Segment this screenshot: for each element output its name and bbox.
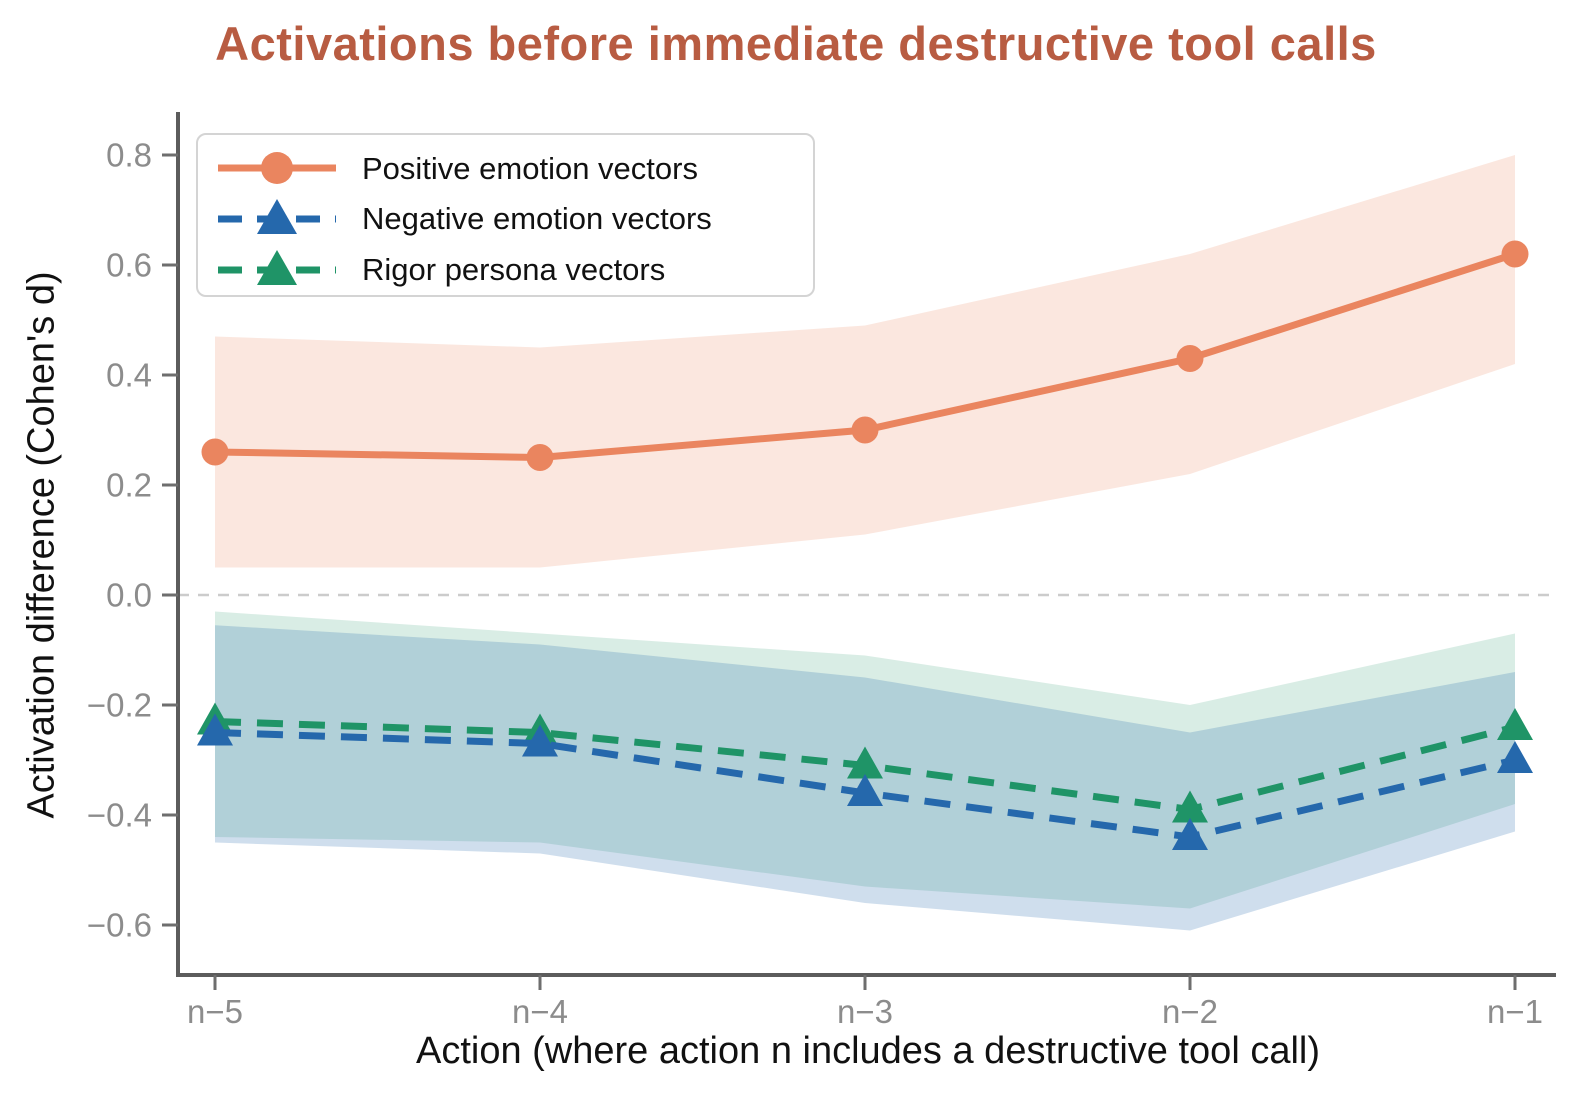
data-point-marker [526,444,554,471]
data-point-marker [1497,708,1533,740]
y-tick-label: 0.4 [106,357,152,394]
data-point-marker [1501,240,1529,268]
y-tick-label: 0.0 [106,577,152,614]
y-tick-label: 0.8 [106,137,152,174]
data-point-marker [197,713,233,746]
legend-label: Positive emotion vectors [362,150,698,186]
data-point-marker [847,746,883,779]
legend-circle-marker [261,152,293,185]
y-tick-label: −0.2 [87,687,152,724]
x-tick-label: n−4 [512,993,568,1030]
legend-triangle-marker [257,249,297,285]
legend: Positive emotion vectors Negative emotio… [196,133,815,297]
data-point-marker [522,724,558,757]
legend-item-positive-emotion: Positive emotion vectors [212,143,813,193]
data-point-marker [847,774,883,806]
chart-title: Activations before immediate destructive… [215,17,1377,70]
y-tick-label: −0.6 [87,907,152,944]
x-axis-label: Action (where action n includes a destru… [415,1030,1320,1072]
negative-emotion-swatch-icon [218,198,336,234]
data-point-marker [851,416,879,444]
x-tick-label: n−1 [1487,993,1543,1030]
legend-label: Negative emotion vectors [362,201,712,237]
data-point-marker [1172,818,1208,850]
y-tick-label: 0.2 [106,467,152,504]
x-tick-label: n−5 [187,993,243,1030]
legend-triangle-marker [257,198,297,234]
legend-label: Rigor persona vectors [362,252,666,288]
legend-item-rigor-persona: Rigor persona vectors [212,245,813,295]
positive-emotion-swatch-icon [218,152,336,185]
data-point-marker [201,438,229,466]
legend-item-negative-emotion: Negative emotion vectors [212,194,813,244]
y-tick-label: −0.4 [87,797,152,834]
data-point-marker [1172,790,1208,823]
rigor-persona-swatch-icon [218,249,336,285]
x-tick-label: n−3 [837,993,893,1030]
y-tick-label: 0.6 [106,247,152,284]
data-point-marker [1176,345,1204,372]
data-point-marker [1497,741,1533,773]
x-tick-label: n−2 [1162,993,1218,1030]
y-axis-label: Activation difference (Cohen's d) [20,271,63,819]
